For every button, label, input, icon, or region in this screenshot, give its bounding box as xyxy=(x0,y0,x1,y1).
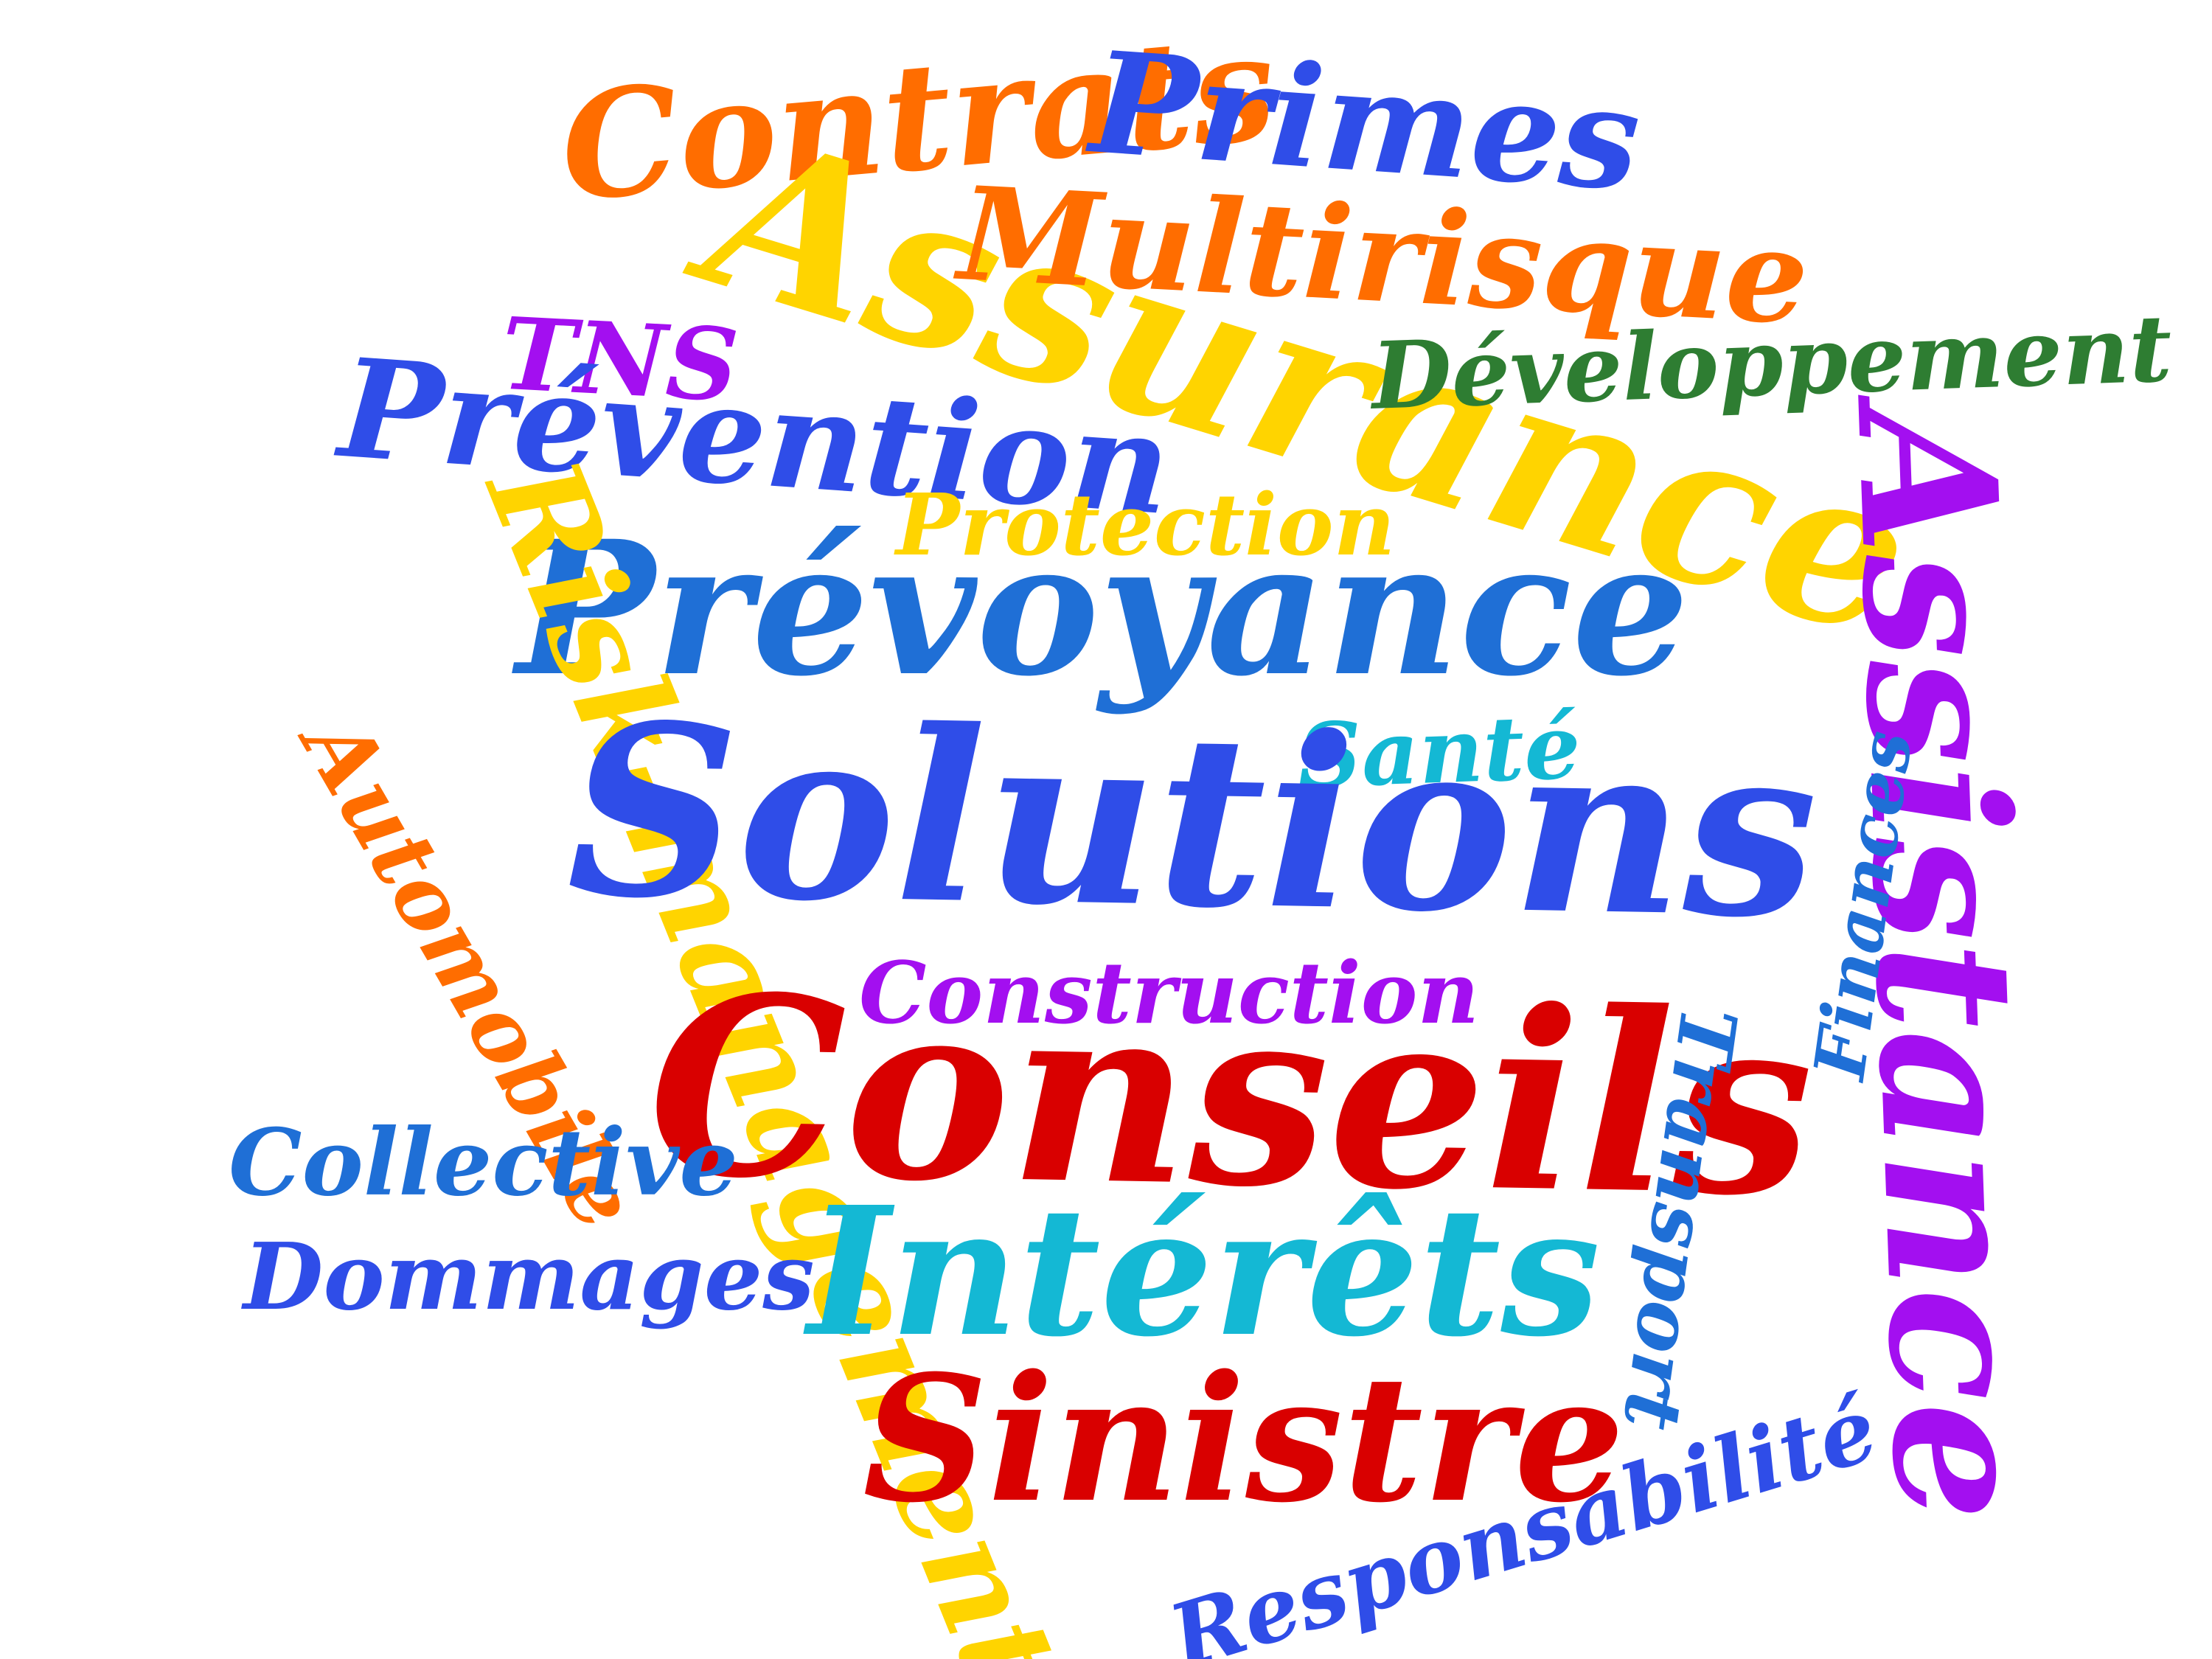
word-dommages: Dommages xyxy=(243,1223,815,1331)
word-prevoyance: Prévoyance xyxy=(516,500,1690,717)
word-sinistre: Sinistre xyxy=(863,1338,1625,1541)
word-solutions: Solutions xyxy=(565,672,1820,971)
word-protection: Protection xyxy=(896,476,1396,575)
word-construction: Construction xyxy=(859,944,1480,1043)
word-collective: Collective xyxy=(229,1109,738,1217)
word-developpement: Développement xyxy=(1369,295,2174,431)
word-interets: Intérêts xyxy=(807,1168,1601,1376)
